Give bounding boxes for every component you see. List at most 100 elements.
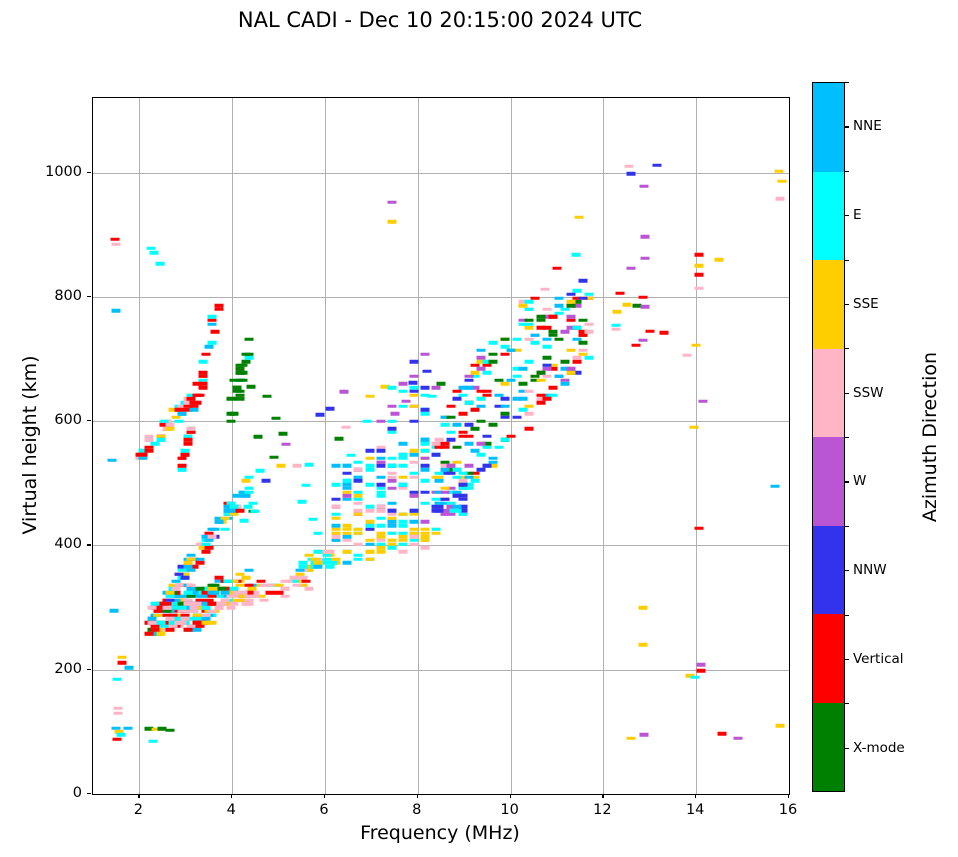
data-marker [536,370,546,375]
data-marker [192,620,202,625]
data-marker [488,359,498,364]
data-marker [353,497,363,502]
data-marker [409,471,419,476]
data-marker [183,602,193,606]
data-marker [440,471,450,476]
data-marker [409,512,419,517]
data-marker [434,471,444,476]
data-marker [376,546,386,550]
data-marker [518,397,528,401]
data-marker [183,404,193,408]
data-marker [431,441,441,446]
data-marker [342,523,352,528]
data-marker [177,602,187,606]
data-marker [186,430,196,435]
colorbar-tick-label: NNW [853,562,887,579]
gridline-x [139,98,141,794]
data-marker [524,337,534,341]
data-marker [331,531,341,535]
data-marker [420,411,430,416]
data-marker [183,564,193,569]
gridline-y [93,545,789,547]
colorbar-tick-label: Vertical [853,650,904,667]
data-marker [256,594,266,599]
data-marker [342,497,352,502]
data-marker [244,568,254,573]
data-marker [297,500,307,504]
data-marker [198,546,208,550]
data-marker [542,393,552,397]
data-marker [409,531,419,535]
data-marker [464,441,474,446]
data-marker [168,613,178,617]
data-marker [420,456,430,461]
data-marker [376,542,386,546]
data-marker [342,538,352,543]
data-marker [304,568,314,573]
data-marker [162,613,172,617]
data-marker [144,445,154,449]
data-marker [398,452,408,457]
data-marker [353,467,363,472]
data-marker [365,520,375,524]
data-marker [183,434,193,438]
data-marker [232,493,242,498]
data-marker [376,538,386,543]
data-marker [244,602,254,606]
data-marker [301,483,311,487]
data-marker [409,508,419,513]
colorbar-tick-label: W [853,473,867,490]
data-marker [390,411,400,416]
data-marker [387,546,397,550]
data-marker [195,598,205,602]
data-marker [476,467,486,472]
data-marker [494,378,504,382]
data-marker [530,333,540,338]
data-marker [244,598,254,602]
data-marker [420,438,430,442]
data-marker [446,438,456,442]
data-marker [315,413,325,417]
colorbar-tick [845,126,849,128]
data-marker [353,493,363,498]
data-marker [420,501,430,505]
data-marker [214,307,223,312]
data-marker [560,382,570,386]
data-marker [518,408,528,412]
data-marker [440,490,450,494]
data-marker [241,359,251,364]
data-marker [622,303,632,307]
data-marker [174,613,184,617]
data-marker [387,219,397,224]
data-marker [365,557,375,561]
x-tick [231,794,233,798]
data-marker [195,542,205,546]
data-marker [342,493,352,498]
colorbar [812,82,845,792]
data-marker [446,508,456,513]
data-marker [458,497,468,502]
data-marker [440,464,450,468]
y-tick [87,544,91,546]
data-marker [717,731,727,736]
data-marker [398,464,408,468]
data-marker [238,490,248,494]
data-marker [235,367,245,371]
data-marker [226,605,236,610]
y-tick [87,668,91,670]
data-marker [192,602,202,606]
data-marker [612,310,622,314]
data-marker [458,493,468,498]
data-marker [180,452,190,457]
data-marker [566,303,576,308]
data-marker [420,520,430,524]
data-marker [464,385,474,390]
data-marker [183,438,193,442]
data-marker [500,397,510,401]
data-marker [232,598,242,602]
data-marker [387,486,397,491]
data-marker [470,426,480,431]
data-marker [434,445,444,449]
data-marker [201,590,211,595]
gridline-x [417,98,419,794]
